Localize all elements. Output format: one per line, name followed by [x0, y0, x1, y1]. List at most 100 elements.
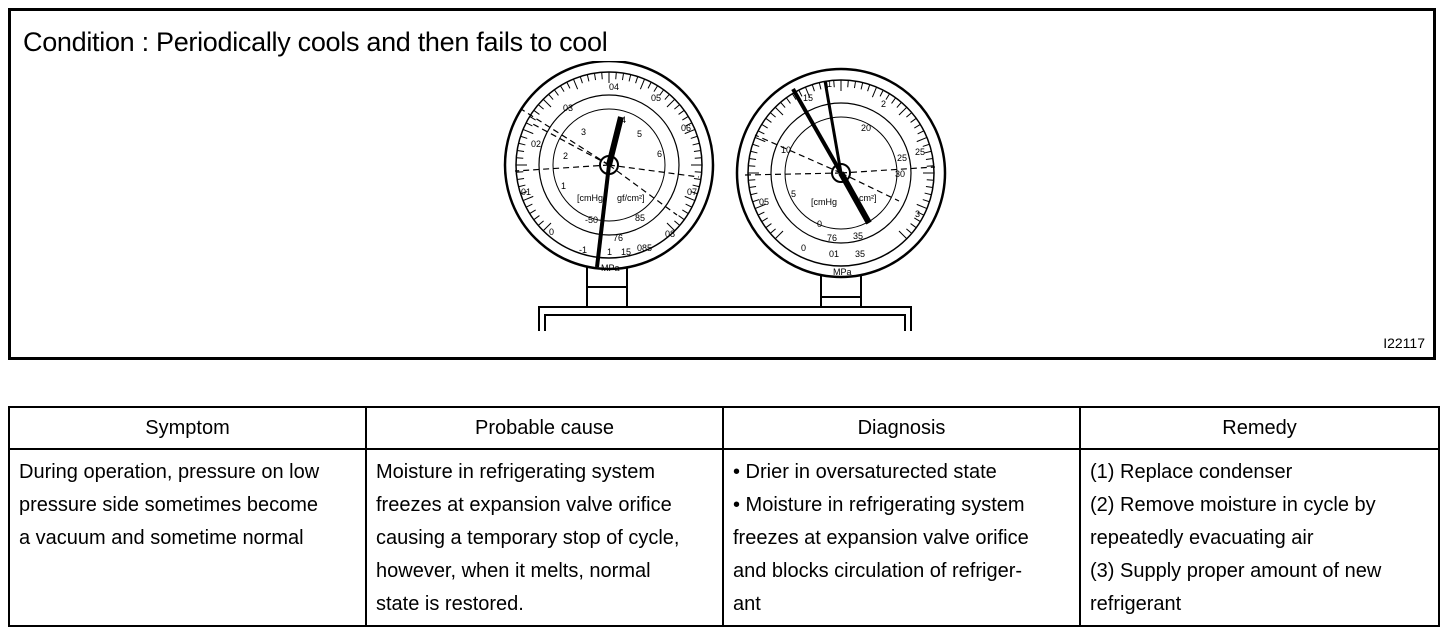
cause-line: however, when it melts, normal [376, 560, 651, 582]
dial-tick [542, 98, 552, 108]
diagnosis-line: and blocks circulation of refriger- [733, 560, 1023, 582]
dial-tick [769, 228, 776, 234]
high-outer-label-8: 01 [829, 249, 839, 259]
high-center-label-2: 76 [827, 233, 837, 243]
dial-tick [601, 72, 603, 80]
dial-tick [926, 165, 934, 167]
high-outer-label-2: 2 [881, 99, 886, 109]
dial-tick [690, 135, 698, 139]
low-inner-label-0: 4 [621, 115, 626, 125]
dial-tick [785, 97, 791, 104]
high-outer-label-4: 3 [915, 209, 920, 219]
dial-tick [693, 149, 701, 153]
dial-tick [871, 86, 878, 98]
dial-tick [628, 74, 632, 82]
dial-tick [522, 195, 534, 202]
high-outer-label-3: 25 [915, 147, 925, 157]
low-outer-label-3: 07 [687, 187, 697, 197]
dial-tick [833, 80, 835, 88]
remedy-line: refrigerant [1090, 593, 1182, 615]
manifold-body [538, 265, 912, 331]
dial-tick [522, 128, 534, 135]
diagnosis-table: Symptom Probable cause Diagnosis Remedy … [8, 406, 1440, 627]
dial-tick [853, 81, 857, 89]
figure-id: I22117 [1383, 335, 1425, 351]
dial-tick [548, 93, 554, 100]
symptom-cell: During operation, pressure on low pressu… [8, 448, 367, 627]
cause-line: state is restored. [376, 593, 524, 615]
dial-tick [678, 215, 685, 221]
cause-line: Moisture in refrigerating system [376, 461, 655, 483]
dial-tick [516, 171, 524, 173]
low-outer-label-2: 06 [681, 123, 691, 133]
dial-tick [749, 185, 757, 189]
dial-tick [774, 106, 784, 116]
dial-tick [910, 223, 917, 229]
remedy-line: (3) Supply proper amount of new [1090, 560, 1382, 582]
dial-tick [761, 217, 768, 223]
dial-tick [769, 112, 776, 118]
low-center-label-0: [cmHg [577, 193, 603, 203]
low-inner-label-2: 6 [657, 149, 662, 159]
dial-tick [860, 82, 864, 90]
probable-cause-cell: Moisture in refrigerating system freezes… [365, 448, 724, 627]
dial-tick [916, 136, 928, 143]
dial-tick [692, 184, 700, 188]
low-inner-label-1: 5 [637, 129, 642, 139]
low-center-label-3: 76 [613, 233, 623, 243]
low-center-label-2: -50 [585, 215, 598, 225]
dial-tick [748, 165, 756, 167]
dial-tick [867, 84, 871, 92]
dial-tick [666, 98, 676, 108]
dial-tick [529, 209, 536, 215]
dial-tick [761, 123, 768, 129]
dial-tick [925, 157, 933, 161]
high-outer-label-1: 15 [803, 93, 813, 103]
diagnosis-line: freezes at expansion valve orifice [733, 527, 1029, 549]
dial-tick [757, 130, 765, 135]
high-unit-label: MPa [833, 267, 852, 277]
table-row: During operation, pressure on low pressu… [8, 448, 1440, 627]
header-symptom: Symptom [8, 406, 367, 450]
high-outer-label-0: 1 [827, 79, 832, 89]
dial-tick [891, 97, 897, 104]
dial-tick [916, 203, 928, 210]
dial-tick [765, 117, 772, 123]
dial-tick [572, 78, 579, 90]
dial-tick [804, 86, 811, 98]
dial-tick [653, 85, 659, 92]
dial-tick [750, 150, 758, 154]
high-center-label-0: [cmHg [811, 197, 837, 207]
high-center-label-3: 35 [853, 231, 863, 241]
dial-tick [818, 82, 822, 90]
diagnosis-line: • Drier in oversaturected state [733, 461, 997, 483]
cause-line: causing a temporary stop of cycle, [376, 527, 680, 549]
low-center-label-1: gf/cm²] [617, 193, 645, 203]
low-outer-label-0: 04 [609, 82, 619, 92]
dial-tick [593, 73, 597, 81]
high-outer-label-5: 35 [855, 249, 865, 259]
dial-tick [924, 192, 932, 196]
dial-tick [586, 74, 590, 82]
dial-tick [525, 122, 533, 127]
dial-tick [684, 128, 696, 135]
dial-tick [685, 122, 693, 127]
high-inner-label-2: 30 [895, 169, 905, 179]
diagnosis-line: • Moisture in refrigerating system [733, 494, 1025, 516]
dial-tick [666, 222, 676, 232]
symptom-line: a vacuum and sometime normal [19, 527, 304, 549]
dial-tick [529, 115, 536, 121]
high-inner-label-0: 20 [861, 123, 871, 133]
remedy-line: (2) Remove moisture in cycle by [1090, 494, 1376, 516]
high-inner-label-1: 25 [897, 153, 907, 163]
low-outer-label-9: 0 [549, 227, 554, 237]
dial-tick [553, 89, 559, 96]
dial-tick [647, 81, 652, 89]
high-outer-label-7: 0 [801, 243, 806, 253]
low-inner-label-5: 1 [561, 181, 566, 191]
dial-tick [684, 195, 696, 202]
dial-tick [917, 130, 925, 135]
dial-tick [780, 101, 786, 108]
dial-tick [664, 93, 670, 100]
low-pressure-gauge: 04 05 06 07 08 085 03 02 01 0 4 5 6 3 2 … [503, 61, 715, 273]
